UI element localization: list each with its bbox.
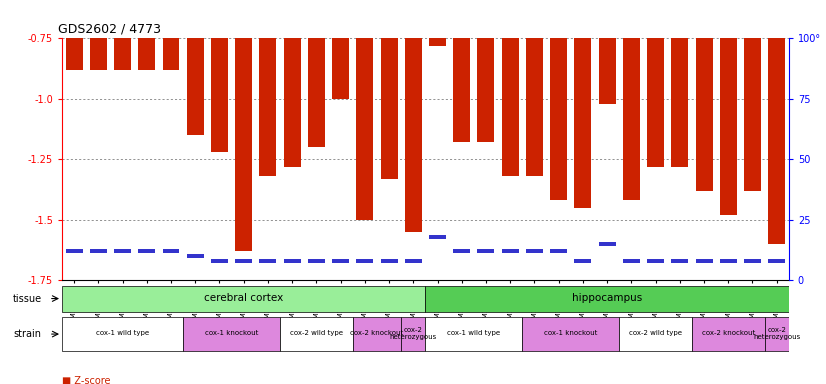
Bar (332, 38, 349, 99)
Bar (623, 38, 640, 200)
Text: strain: strain (13, 329, 41, 339)
Bar (356, 38, 373, 220)
Bar (550, 38, 567, 200)
Bar (283, 259, 301, 263)
Bar (719, 259, 737, 263)
Bar (90, 38, 107, 70)
Bar (259, 259, 277, 263)
Bar (283, 38, 301, 167)
Bar (453, 249, 470, 253)
Bar (526, 249, 543, 253)
Bar (62, 286, 425, 311)
Bar (308, 38, 325, 147)
Text: cox-2 wild type: cox-2 wild type (290, 330, 343, 336)
Bar (138, 38, 155, 70)
Bar (695, 259, 713, 263)
Bar (768, 259, 786, 263)
Bar (695, 38, 713, 191)
Bar (114, 38, 131, 70)
Text: cox-2
heterozygous: cox-2 heterozygous (753, 327, 800, 340)
Text: cox-1 wild type: cox-1 wild type (96, 330, 149, 336)
Bar (692, 317, 765, 351)
Bar (280, 317, 353, 351)
Bar (235, 259, 252, 263)
Bar (599, 242, 615, 246)
Bar (356, 259, 373, 263)
Bar (522, 317, 620, 351)
Bar (65, 249, 83, 253)
Bar (550, 249, 567, 253)
Bar (183, 317, 280, 351)
Bar (211, 259, 228, 263)
Text: cox-2
heterozygous: cox-2 heterozygous (390, 327, 437, 340)
Bar (647, 38, 664, 167)
Bar (744, 38, 761, 191)
Bar (623, 259, 640, 263)
Text: cox-1 wild type: cox-1 wild type (448, 330, 501, 336)
Bar (620, 317, 692, 351)
Bar (65, 38, 83, 70)
Bar (187, 254, 204, 258)
Text: cerebral cortex: cerebral cortex (204, 293, 283, 303)
Bar (647, 259, 664, 263)
Bar (477, 249, 495, 253)
Bar (765, 317, 789, 351)
Bar (163, 249, 179, 253)
Bar (425, 286, 789, 311)
Bar (235, 38, 252, 251)
Bar (405, 259, 422, 263)
Text: cox-2 knockout: cox-2 knockout (701, 330, 755, 336)
Bar (62, 317, 183, 351)
Bar (501, 249, 519, 253)
Bar (453, 38, 470, 142)
Bar (187, 38, 204, 135)
Bar (526, 38, 543, 176)
Bar (114, 249, 131, 253)
Bar (381, 38, 397, 179)
Text: GDS2602 / 4773: GDS2602 / 4773 (59, 23, 161, 36)
Bar (353, 317, 401, 351)
Bar (429, 38, 446, 46)
Bar (574, 38, 591, 208)
Bar (163, 38, 179, 70)
Text: cox-2 wild type: cox-2 wild type (629, 330, 682, 336)
Text: cox-1 knockout: cox-1 knockout (205, 330, 259, 336)
Bar (381, 259, 397, 263)
Bar (477, 38, 495, 142)
Bar (332, 259, 349, 263)
Text: hippocampus: hippocampus (572, 293, 643, 303)
Text: cox-1 knockout: cox-1 knockout (544, 330, 597, 336)
Bar (429, 235, 446, 239)
Bar (259, 38, 277, 176)
Bar (501, 38, 519, 176)
Bar (672, 38, 688, 167)
Bar (719, 38, 737, 215)
Bar (672, 259, 688, 263)
Text: ■ Z-score: ■ Z-score (62, 376, 111, 384)
Bar (211, 38, 228, 152)
Bar (574, 259, 591, 263)
Text: tissue: tissue (12, 293, 41, 304)
Bar (599, 38, 615, 104)
Bar (138, 249, 155, 253)
Text: cox-2 knockout: cox-2 knockout (350, 330, 404, 336)
Bar (768, 38, 786, 244)
Bar (401, 317, 425, 351)
Bar (90, 249, 107, 253)
Bar (425, 317, 522, 351)
Bar (308, 259, 325, 263)
Bar (405, 38, 422, 232)
Bar (744, 259, 761, 263)
